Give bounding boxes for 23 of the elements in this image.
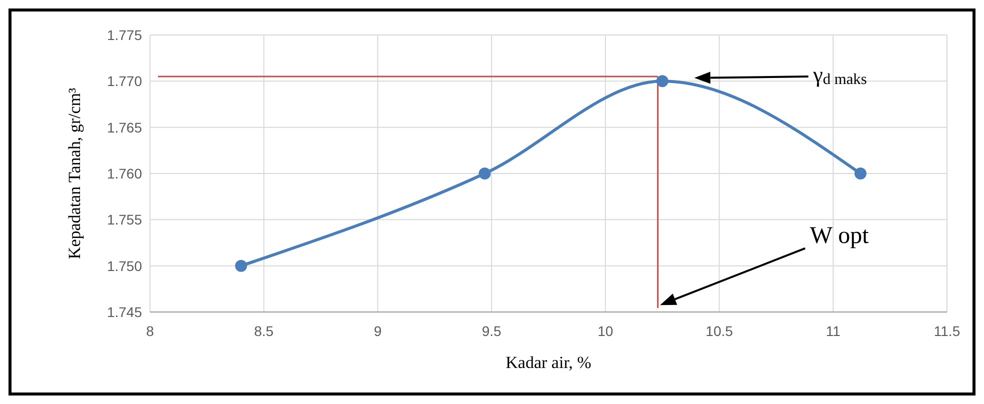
x-axis-title: Kadar air, % xyxy=(506,353,592,372)
y-axis-title: Kepadatan Tanah, gr/cm³ xyxy=(65,88,84,260)
x-tick-label: 8.5 xyxy=(254,323,274,339)
annotation: γ$_{d maks}$ xyxy=(812,62,867,88)
y-tick-label: 1.745 xyxy=(106,304,142,320)
y-tick-label: 1.770 xyxy=(106,73,142,90)
point xyxy=(656,75,668,88)
x-tick-label: 10.5 xyxy=(706,323,734,339)
point xyxy=(854,168,866,180)
point xyxy=(235,260,248,272)
y-tick-label: 1.750 xyxy=(106,258,142,274)
point xyxy=(478,168,491,180)
y-tick-label: 1.755 xyxy=(106,212,142,228)
y-tick-label: 1.765 xyxy=(106,119,142,136)
x-tick-label: 11 xyxy=(826,323,841,339)
x-tick-label: 9.5 xyxy=(482,323,502,339)
x-tick-label: 8 xyxy=(146,323,154,339)
x-tick-label: 9 xyxy=(374,323,382,339)
x-tick-label: 10 xyxy=(598,323,614,339)
y-tick-label: 1.760 xyxy=(106,166,142,182)
annotation: W opt xyxy=(810,222,870,249)
x-tick-label: 11.5 xyxy=(934,323,960,339)
y-tick-label: 1.775 xyxy=(106,27,142,43)
